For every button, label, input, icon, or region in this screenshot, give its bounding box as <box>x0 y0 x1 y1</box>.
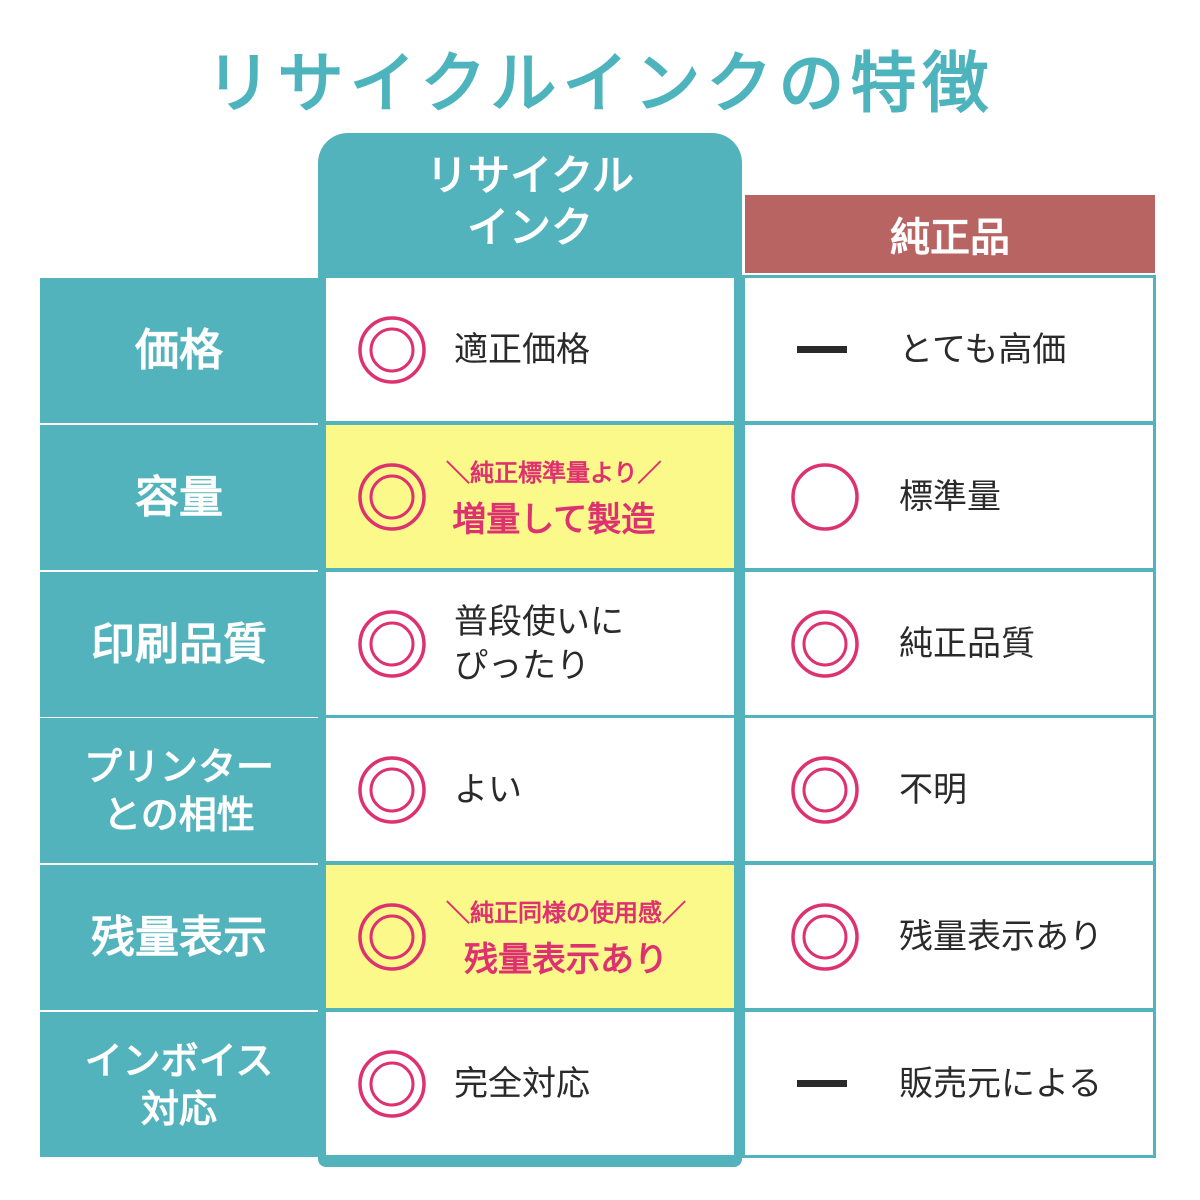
row-label: 印刷品質 <box>40 572 318 717</box>
highlight-text: ＼純正標準量より／ 増量して製造 <box>446 453 662 541</box>
genuine-cell: 純正品質 <box>742 569 1156 718</box>
double-circle-icon <box>358 902 426 971</box>
highlight-sub: ＼純正同様の使用感／ <box>446 898 686 927</box>
row-label: 価格 <box>40 278 318 423</box>
row-label: 容量 <box>40 425 318 570</box>
recycle-cell: よい <box>326 718 734 861</box>
recycle-cell: 適正価格 <box>326 278 734 421</box>
genuine-cell: 販売元による <box>742 1009 1156 1158</box>
highlight-sub: ＼純正標準量より／ <box>446 458 662 487</box>
row-label: インボイス 対応 <box>40 1012 318 1157</box>
double-circle-icon <box>358 462 426 531</box>
genuine-cell: 不明 <box>742 715 1156 864</box>
genuine-cell: 標準量 <box>742 422 1156 571</box>
recycle-cell: ＼純正標準量より／ 増量して製造 <box>326 425 734 568</box>
cell-text: 普段使いに ぴったり <box>454 601 624 686</box>
genuine-cell: とても高価 <box>742 275 1156 424</box>
double-circle-icon <box>358 609 426 678</box>
cell-text: よい <box>454 769 522 810</box>
cell-text: 販売元による <box>899 1063 1102 1104</box>
cell-text: 純正品質 <box>899 623 1035 664</box>
dash-icon <box>797 345 847 353</box>
cell-text: 適正価格 <box>454 329 590 370</box>
double-circle-icon <box>791 609 859 678</box>
dash-icon <box>797 1079 847 1087</box>
highlight-main: 残量表示あり <box>464 939 668 980</box>
highlight-text: ＼純正同様の使用感／ 残量表示あり <box>446 893 686 981</box>
double-circle-icon <box>358 1049 426 1118</box>
recycle-column-header: リサイクル インク <box>318 150 742 254</box>
double-circle-icon <box>358 315 426 384</box>
recycle-cell: 完全対応 <box>326 1012 734 1155</box>
recycle-cell: 普段使いに ぴったり <box>326 572 734 715</box>
double-circle-icon <box>358 755 426 824</box>
genuine-cell: 残量表示あり <box>742 862 1156 1011</box>
genuine-column-header: 純正品 <box>745 195 1155 273</box>
circle-icon <box>791 462 859 531</box>
header-line: リサイクル <box>426 151 634 200</box>
page-title: リサイクルインクの特徴 <box>205 45 995 122</box>
double-circle-icon <box>791 902 859 971</box>
cell-text: とても高価 <box>899 329 1067 370</box>
double-circle-icon <box>791 755 859 824</box>
cell-text: 不明 <box>899 769 967 810</box>
recycle-cell: ＼純正同様の使用感／ 残量表示あり <box>326 865 734 1008</box>
cell-text: 完全対応 <box>454 1063 590 1104</box>
row-label: 残量表示 <box>40 865 318 1010</box>
row-label: プリンター との相性 <box>40 718 318 863</box>
cell-text: 残量表示あり <box>899 916 1103 957</box>
cell-text: 標準量 <box>899 476 1001 517</box>
header-line: インク <box>466 203 593 252</box>
highlight-main: 増量して製造 <box>452 499 656 540</box>
